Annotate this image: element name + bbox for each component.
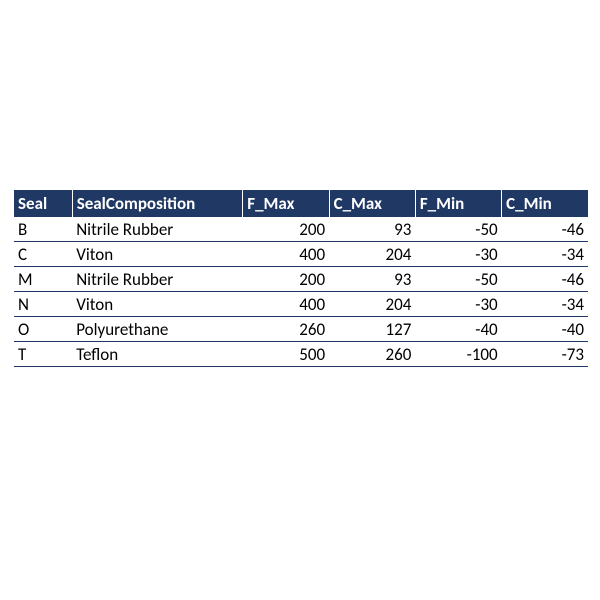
cell-seal: B [14, 217, 72, 242]
cell-fmax: 400 [243, 242, 329, 267]
col-header-fmax: F_Max [243, 190, 329, 217]
table-row: T Teflon 500 260 -100 -73 [14, 342, 588, 367]
cell-seal: M [14, 267, 72, 292]
table-row: M Nitrile Rubber 200 93 -50 -46 [14, 267, 588, 292]
cell-comp: Nitrile Rubber [72, 217, 243, 242]
seal-table-container: Seal SealComposition F_Max C_Max F_Min C… [14, 190, 588, 367]
cell-fmin: -50 [415, 217, 501, 242]
cell-comp: Viton [72, 242, 243, 267]
cell-cmin: -46 [502, 267, 588, 292]
table-header-row: Seal SealComposition F_Max C_Max F_Min C… [14, 190, 588, 217]
cell-fmax: 260 [243, 317, 329, 342]
cell-cmin: -46 [502, 217, 588, 242]
col-header-cmax: C_Max [329, 190, 415, 217]
cell-comp: Polyurethane [72, 317, 243, 342]
cell-fmin: -50 [415, 267, 501, 292]
cell-comp: Nitrile Rubber [72, 267, 243, 292]
cell-fmin: -30 [415, 292, 501, 317]
table-row: C Viton 400 204 -30 -34 [14, 242, 588, 267]
cell-seal: N [14, 292, 72, 317]
cell-cmax: 93 [329, 267, 415, 292]
cell-cmin: -40 [502, 317, 588, 342]
table-row: O Polyurethane 260 127 -40 -40 [14, 317, 588, 342]
table-row: B Nitrile Rubber 200 93 -50 -46 [14, 217, 588, 242]
cell-cmax: 204 [329, 292, 415, 317]
cell-cmax: 127 [329, 317, 415, 342]
col-header-fmin: F_Min [415, 190, 501, 217]
cell-seal: T [14, 342, 72, 367]
cell-fmax: 200 [243, 217, 329, 242]
cell-fmin: -30 [415, 242, 501, 267]
cell-seal: O [14, 317, 72, 342]
col-header-comp: SealComposition [72, 190, 243, 217]
table-row: N Viton 400 204 -30 -34 [14, 292, 588, 317]
cell-cmax: 93 [329, 217, 415, 242]
cell-cmax: 204 [329, 242, 415, 267]
cell-fmin: -100 [415, 342, 501, 367]
cell-fmax: 500 [243, 342, 329, 367]
col-header-seal: Seal [14, 190, 72, 217]
cell-comp: Teflon [72, 342, 243, 367]
cell-cmin: -34 [502, 292, 588, 317]
col-header-cmin: C_Min [502, 190, 588, 217]
cell-fmax: 200 [243, 267, 329, 292]
cell-comp: Viton [72, 292, 243, 317]
cell-cmin: -73 [502, 342, 588, 367]
cell-seal: C [14, 242, 72, 267]
cell-cmin: -34 [502, 242, 588, 267]
cell-cmax: 260 [329, 342, 415, 367]
seal-table: Seal SealComposition F_Max C_Max F_Min C… [14, 190, 588, 367]
cell-fmin: -40 [415, 317, 501, 342]
cell-fmax: 400 [243, 292, 329, 317]
